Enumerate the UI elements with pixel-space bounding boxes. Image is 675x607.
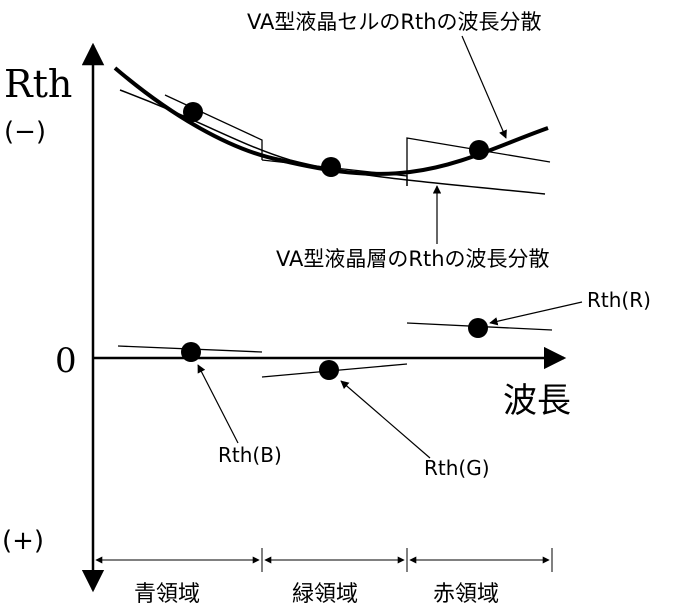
cell-point-blue xyxy=(183,102,203,122)
region-label-green: 緑領域 xyxy=(292,582,358,607)
rth-r-point xyxy=(468,318,488,338)
red-compensation-step xyxy=(406,137,551,186)
cell-curve-label: VA型液晶セルのRthの波長分散 xyxy=(247,10,542,34)
region-label-blue: 青領域 xyxy=(134,582,200,607)
y-axis-negative-sign: (−) xyxy=(4,117,46,147)
rth-b-label: Rth(B) xyxy=(218,443,282,467)
cell-point-red xyxy=(469,140,489,160)
rth-r-pointer xyxy=(489,301,583,326)
x-axis-title: 波長 xyxy=(503,381,571,421)
rth-g-point xyxy=(319,360,339,380)
y-axis-zero-label: 0 xyxy=(55,341,77,381)
rth-r-label: Rth(R) xyxy=(587,288,651,312)
layer-curve-label: VA型液晶層のRthの波長分散 xyxy=(276,247,550,271)
cell-curve-pointer xyxy=(461,35,507,139)
rth-b-pointer xyxy=(197,364,239,444)
y-axis-title: Rth xyxy=(4,62,72,106)
region-label-red: 赤領域 xyxy=(433,582,499,607)
rth-g-label: Rth(G) xyxy=(424,456,490,480)
cell-point-green xyxy=(321,157,341,177)
y-axis-positive-sign: (+) xyxy=(2,526,44,556)
rth-b-point xyxy=(181,342,201,362)
rth-g-pointer xyxy=(340,380,431,459)
